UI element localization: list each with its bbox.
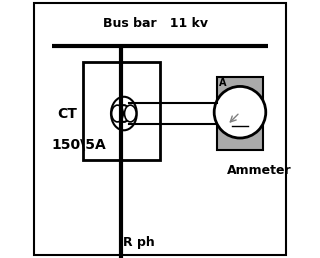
Text: 150\5A: 150\5A xyxy=(52,138,106,151)
Ellipse shape xyxy=(124,105,136,122)
Text: Bus bar   11 kv: Bus bar 11 kv xyxy=(103,17,208,30)
Ellipse shape xyxy=(112,105,123,122)
Text: Ammeter: Ammeter xyxy=(227,164,292,177)
Bar xyxy=(83,62,160,160)
Ellipse shape xyxy=(111,97,137,130)
Circle shape xyxy=(214,86,266,138)
Text: R ph: R ph xyxy=(123,236,154,249)
Text: CT: CT xyxy=(57,107,77,120)
Text: A: A xyxy=(219,78,227,87)
Ellipse shape xyxy=(118,105,130,122)
Bar xyxy=(217,77,263,150)
